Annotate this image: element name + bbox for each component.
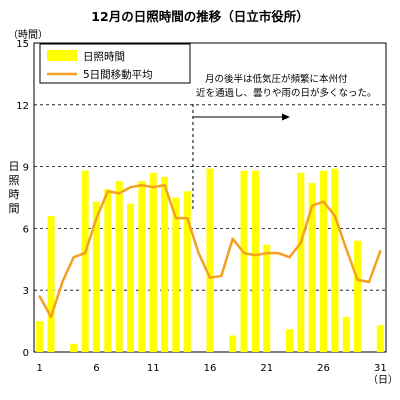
bar [240, 170, 248, 352]
x-tick-label: 16 [204, 363, 217, 374]
x-tick-label: 26 [317, 363, 330, 374]
line-point [106, 190, 110, 193]
bar [263, 244, 271, 352]
bar [297, 172, 305, 352]
bar [81, 170, 89, 352]
y-tick-label: 15 [16, 39, 29, 50]
line-point [152, 186, 155, 189]
x-tick-label: 11 [147, 363, 160, 374]
bar [47, 216, 55, 352]
line-point [367, 280, 371, 284]
legend: 日照時間 5日間移動平均 [39, 43, 191, 84]
legend-bar-swatch [47, 50, 77, 61]
x-tick-label: 6 [93, 363, 99, 374]
line-point [49, 315, 53, 319]
line-point [276, 251, 280, 255]
line-point [140, 183, 144, 187]
line-point [265, 251, 268, 255]
line-point [197, 251, 200, 255]
line-point [186, 216, 189, 220]
bar [149, 172, 157, 352]
bar [70, 343, 78, 352]
line-point [242, 251, 246, 255]
bar [206, 168, 214, 352]
bar [115, 181, 123, 352]
bar [92, 201, 100, 352]
line-point [38, 295, 41, 298]
bar [104, 189, 112, 352]
y-tick-label: 12 [16, 101, 29, 112]
y-tick-label: 9 [23, 163, 29, 174]
line-point [129, 186, 132, 189]
line-point [95, 216, 98, 220]
x-tick-label: 1 [36, 363, 42, 374]
bar [308, 183, 316, 352]
bar [354, 240, 362, 352]
line-point [174, 216, 178, 220]
line-point [356, 278, 359, 282]
bar [172, 197, 180, 352]
x-tick-label: 21 [260, 363, 273, 374]
line-point [83, 251, 87, 255]
line-point [254, 253, 257, 257]
line-point [333, 214, 337, 218]
bar [331, 168, 339, 352]
y-tick-label: 6 [23, 224, 29, 235]
y-axis-label: 日照時間 [9, 160, 20, 215]
line-point [310, 204, 314, 207]
bar [342, 316, 350, 352]
y-tick-label: 0 [23, 348, 29, 359]
x-tick-label: 31 [374, 363, 387, 374]
line-point [61, 280, 64, 284]
bar [138, 181, 146, 352]
line-point [220, 274, 223, 277]
x-unit-label: （日） [368, 374, 398, 386]
line-point [72, 256, 75, 259]
bar [183, 191, 191, 352]
bar [320, 170, 328, 352]
line-point [299, 241, 303, 245]
line-point [322, 200, 325, 203]
x-tick-labels: 1 6 11 16 21 26 31 [36, 363, 386, 374]
bar [251, 170, 259, 352]
bar [36, 321, 44, 352]
annotation-line-1: 月の後半は低気圧が頻繁に本州付 [205, 73, 348, 85]
line-point [117, 192, 121, 195]
y-tick-labels: 0 3 6 9 12 15 [16, 39, 29, 359]
line-point [208, 276, 212, 280]
line-point [379, 249, 382, 253]
arrow-head-icon [282, 113, 290, 121]
chart-title: 12月の日照時間の推移（日立市役所） [91, 9, 308, 24]
bar [229, 335, 237, 352]
bar [285, 329, 294, 352]
legend-line-label: 5日間移動平均 [83, 68, 153, 81]
legend-bar-label: 日照時間 [83, 51, 125, 63]
line-point [345, 247, 348, 251]
bar-series [36, 168, 384, 352]
line-point [163, 183, 166, 187]
bar [376, 325, 384, 352]
y-unit-label: （時間） [8, 29, 48, 41]
annotation: 月の後半は低気圧が頻繁に本州付 近を通過し、曇りや雨の日が多くなった。 [192, 73, 377, 210]
bar [126, 203, 135, 352]
line-point [288, 256, 291, 259]
annotation-line-2: 近を通過し、曇りや雨の日が多くなった。 [196, 87, 377, 99]
bar [161, 176, 169, 352]
y-tick-label: 3 [23, 286, 29, 297]
moving-average-series [38, 183, 382, 319]
line-point [231, 237, 234, 240]
